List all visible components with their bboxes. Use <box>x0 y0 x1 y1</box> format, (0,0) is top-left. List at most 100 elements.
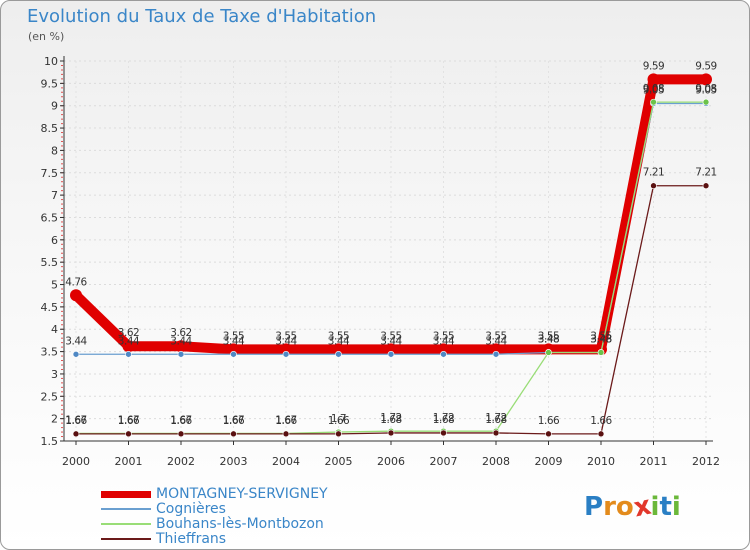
data-label: 9.08 <box>695 83 716 95</box>
data-point <box>282 430 290 438</box>
data-label: 3.44 <box>328 335 350 347</box>
data-label: 9.59 <box>643 60 664 72</box>
data-point <box>332 343 345 356</box>
data-label: 1.7 <box>331 413 346 425</box>
data-label: 3.62 <box>170 327 191 339</box>
data-label: 1.67 <box>65 414 86 426</box>
data-point <box>280 343 292 356</box>
data-point <box>492 350 500 358</box>
data-label: 1.72 <box>433 412 454 424</box>
data-label: 1.68 <box>485 414 506 426</box>
data-point <box>545 349 552 356</box>
logo-letter: P <box>584 492 604 522</box>
data-point <box>650 182 657 190</box>
data-label: 3.55 <box>590 330 611 342</box>
y-tick-label: 5 <box>51 279 58 292</box>
data-label: 3.44 <box>65 335 87 347</box>
data-label: 3.44 <box>118 335 140 347</box>
data-label: 3.48 <box>538 333 559 345</box>
data-label: 1.68 <box>380 414 401 426</box>
data-point <box>387 350 395 358</box>
data-label: 9.05 <box>643 84 664 96</box>
data-point <box>700 73 712 86</box>
grid <box>64 60 711 442</box>
legend-label: MONTAGNEY-SERVIGNEY <box>156 486 328 502</box>
data-label: 3.44 <box>170 335 192 347</box>
data-label: 3.44 <box>275 335 297 347</box>
data-label: 1.67 <box>223 414 244 426</box>
data-point <box>440 429 447 437</box>
data-label: 1.67 <box>118 414 139 426</box>
data-label: 7.21 <box>643 167 664 179</box>
data-point <box>387 429 395 437</box>
data-point <box>437 343 450 356</box>
data-label: 1.72 <box>485 412 506 424</box>
legend-swatch <box>101 508 151 510</box>
y-tick-label: 3.5 <box>41 346 59 359</box>
y-tick-label: 7 <box>51 189 58 202</box>
data-label: 1.66 <box>118 415 140 427</box>
data-point <box>385 343 397 356</box>
data-point <box>125 350 132 358</box>
data-point <box>227 343 240 356</box>
chart-title: Evolution du Taux de Taxe d'Habitation <box>27 6 377 27</box>
data-point <box>122 340 135 353</box>
y-tick-label: 6 <box>51 234 58 247</box>
legend-label: Thieffrans <box>156 531 227 547</box>
y-tick-label: 9 <box>51 100 58 113</box>
x-tick-label: 2003 <box>220 455 248 468</box>
data-point <box>72 430 80 438</box>
data-label: 1.68 <box>433 414 454 426</box>
data-point <box>702 98 710 106</box>
series-0 <box>70 73 712 356</box>
data-label: 1.66 <box>275 415 297 427</box>
y-tick-label: 7.5 <box>41 167 59 180</box>
data-label: 7.21 <box>695 167 716 179</box>
data-point <box>702 182 710 190</box>
data-label: 3.44 <box>380 335 402 347</box>
data-point <box>647 73 660 86</box>
y-tick-label: 8 <box>51 144 58 157</box>
data-point <box>125 430 132 438</box>
data-point <box>650 98 657 106</box>
y-tick-label: 2.5 <box>41 390 59 403</box>
x-tick-label: 2005 <box>325 455 353 468</box>
data-label: 3.55 <box>223 330 244 342</box>
data-label: 3.44 <box>433 335 455 347</box>
data-label: 9.05 <box>695 84 716 96</box>
data-label: 1.66 <box>223 415 245 427</box>
y-tick-label: 1.5 <box>41 435 59 448</box>
legend-label: Bouhans-lès-Montbozon <box>156 516 324 532</box>
data-point <box>70 289 82 302</box>
y-tick-label: 4.5 <box>41 301 59 314</box>
y-tick-label: 3 <box>51 368 58 381</box>
data-label: 1.72 <box>380 412 401 424</box>
logo-letter: r <box>603 492 616 522</box>
data-label: 3.48 <box>538 333 559 345</box>
series-line <box>71 74 711 355</box>
data-point <box>597 349 605 356</box>
data-point <box>230 350 237 358</box>
series-1 <box>72 100 710 358</box>
chart-unit-label: (en %) <box>28 30 65 43</box>
data-label: 9.59 <box>695 60 716 72</box>
y-tick-label: 5.5 <box>41 256 59 269</box>
data-point <box>175 340 187 353</box>
data-label: 3.55 <box>328 330 349 342</box>
data-label: 1.66 <box>590 415 612 427</box>
data-label: 3.55 <box>538 330 559 342</box>
data-label: 3.44 <box>485 335 507 347</box>
legend-swatch <box>101 490 151 498</box>
data-label: 1.66 <box>65 415 87 427</box>
data-label: 1.67 <box>275 414 296 426</box>
data-label: 9.08 <box>643 83 664 95</box>
data-label: 3.48 <box>590 333 611 345</box>
data-point <box>177 430 185 438</box>
legend-label: Cognières <box>156 501 226 517</box>
data-label: 3.55 <box>485 330 506 342</box>
data-point <box>177 350 185 358</box>
data-point <box>545 430 552 438</box>
data-label: 3.62 <box>118 327 139 339</box>
